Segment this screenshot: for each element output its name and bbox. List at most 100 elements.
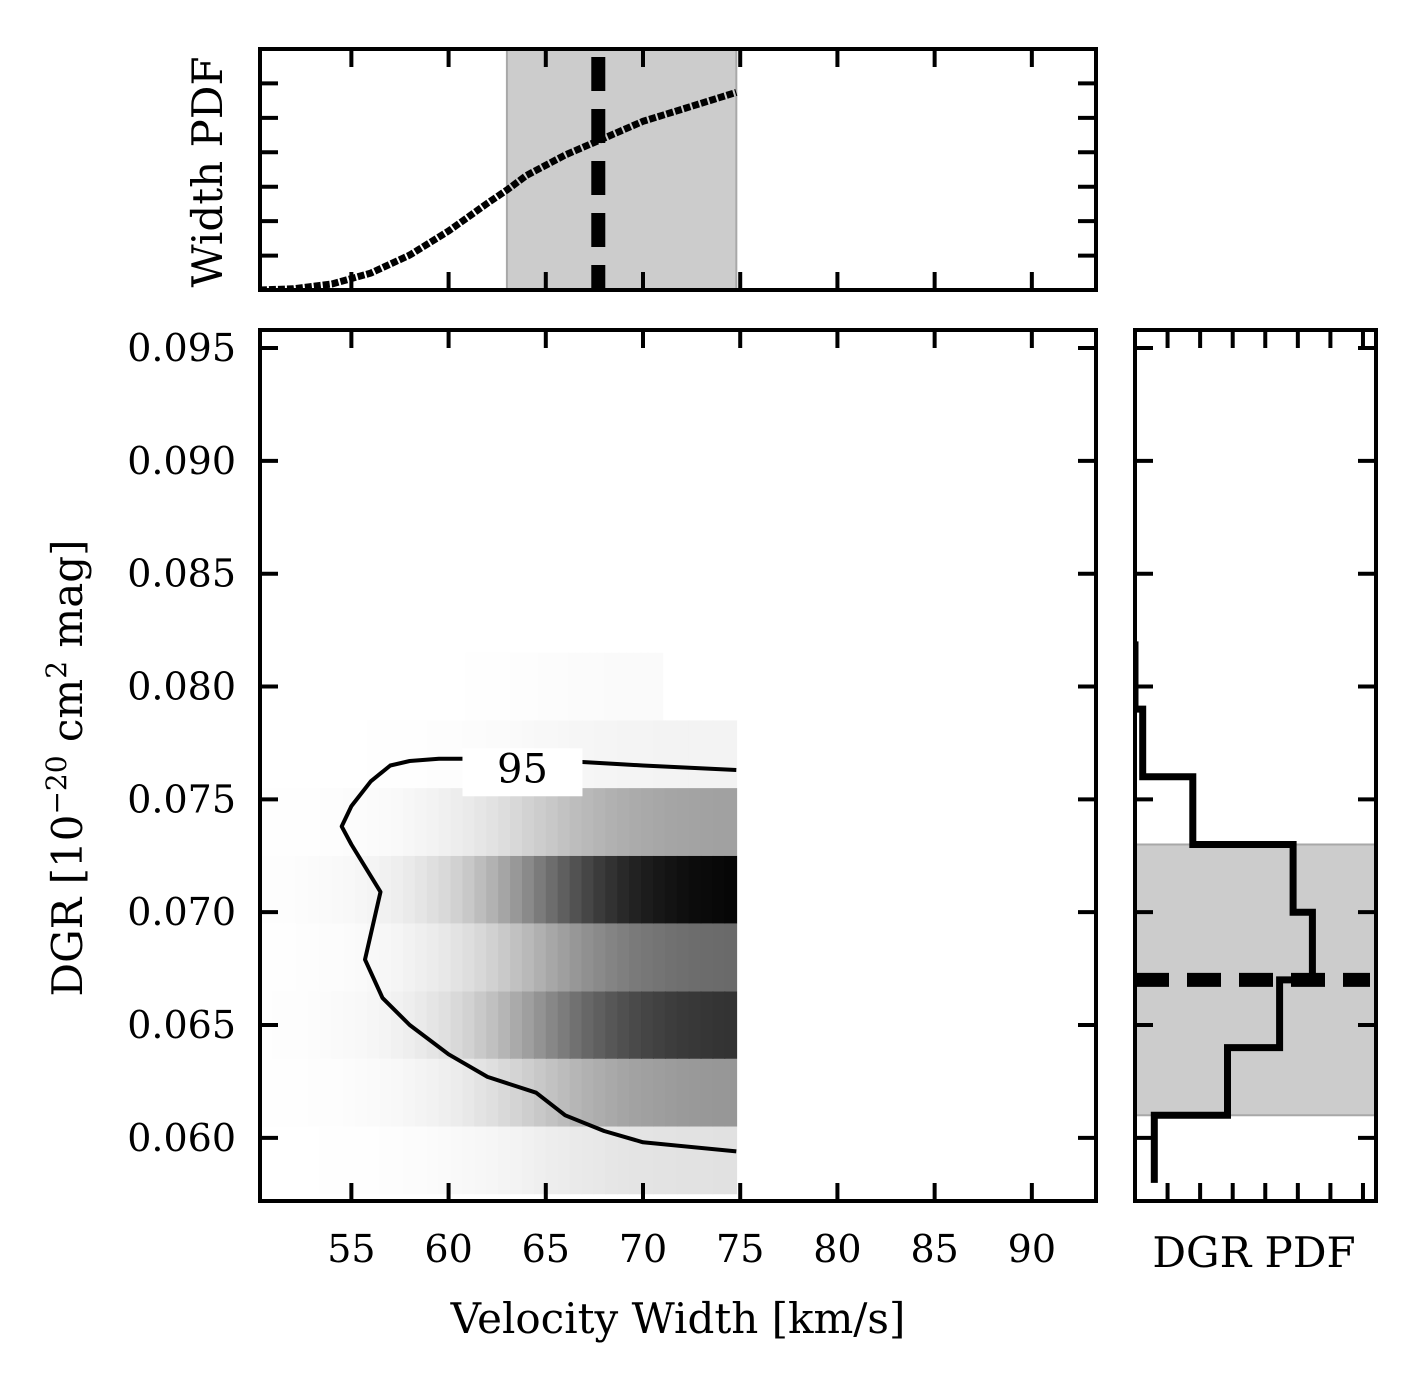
heatmap-cell: [533, 1058, 547, 1127]
heatmap-cell: [260, 720, 273, 789]
heatmap-cell: [402, 788, 416, 856]
heatmap-cell: [688, 855, 702, 924]
heatmap-cell: [582, 652, 591, 721]
heatmap-cell: [414, 788, 428, 856]
heatmap-cell: [641, 991, 654, 1059]
heatmap-cell: [557, 1126, 571, 1195]
heatmap-cell: [724, 1058, 738, 1127]
heatmap-cell: [664, 788, 678, 856]
heatmap-cell: [557, 855, 571, 924]
heatmap-cell: [498, 788, 511, 856]
heatmap-cell: [531, 652, 540, 721]
heatmap-cell: [474, 855, 488, 924]
main-xlabel: Velocity Width [km/s]: [450, 1294, 906, 1343]
heatmap-cell: [652, 1058, 666, 1127]
heatmap-cell: [429, 652, 438, 721]
heatmap-cell: [331, 855, 345, 924]
heatmap-cell: [545, 923, 559, 992]
heatmap-cell: [688, 923, 702, 992]
heatmap-cell: [307, 923, 321, 992]
heatmap-cell: [655, 652, 664, 721]
heatmap-cell: [379, 991, 392, 1059]
heatmap-cell: [510, 1058, 523, 1127]
heatmap-cell: [498, 855, 511, 924]
heatmap-cell: [593, 923, 607, 992]
heatmap-cell: [712, 991, 726, 1059]
heatmap-cell: [545, 1058, 559, 1127]
heatmap-cell: [271, 991, 285, 1059]
heatmap-cell: [421, 652, 430, 721]
heatmap-cell: [664, 1058, 678, 1127]
heatmap-cell: [402, 1058, 416, 1127]
heatmap-cell: [569, 1058, 583, 1127]
heatmap-cell: [379, 720, 392, 789]
heatmap-cell: [331, 923, 345, 992]
heatmap-cell: [569, 1126, 583, 1195]
x-tick-label: 70: [619, 1227, 667, 1271]
heatmap-cell: [390, 788, 404, 856]
heatmap-cell: [521, 991, 535, 1059]
heatmap-cell: [438, 923, 452, 992]
heatmap-cell: [307, 1058, 321, 1127]
heatmap-cell: [574, 652, 584, 721]
heatmap-cell: [676, 720, 690, 789]
x-tick-label: 80: [813, 1227, 861, 1271]
heatmap-cell: [343, 855, 357, 924]
heatmap-cell: [319, 720, 333, 789]
heatmap-cell: [605, 720, 619, 789]
heatmap-cell: [625, 652, 635, 721]
heatmap-cell: [724, 788, 738, 856]
heatmap-cell: [652, 788, 666, 856]
heatmap-cell: [510, 855, 523, 924]
heatmap-cell: [545, 991, 559, 1059]
heatmap-cell: [426, 923, 440, 992]
heatmap-cell: [385, 652, 394, 721]
heatmap-cell: [426, 1126, 440, 1195]
heatmap-cell: [498, 923, 511, 992]
heatmap-cell: [629, 923, 642, 992]
y-tick-label: 0.080: [127, 665, 236, 709]
heatmap-cell: [367, 991, 380, 1059]
heatmap-cell: [641, 720, 654, 789]
heatmap-cell: [295, 855, 309, 924]
heatmap-cell: [664, 991, 678, 1059]
heatmap-cell: [664, 720, 678, 789]
heatmap-cell: [426, 1058, 440, 1127]
heatmap-cell: [605, 923, 619, 992]
heatmap-cell: [533, 788, 547, 856]
heatmap-cell: [414, 720, 428, 789]
heatmap-cell: [271, 1058, 285, 1127]
heatmap-cell: [664, 855, 678, 924]
heatmap-cell: [617, 855, 630, 924]
main-ticks: [260, 330, 1096, 1201]
heatmap-cell: [370, 652, 379, 721]
heatmap-cell: [438, 855, 452, 924]
heatmap-cell: [436, 652, 445, 721]
heatmap-cell: [589, 652, 598, 721]
heatmap-cell: [450, 1058, 464, 1127]
heatmap-cell: [593, 788, 607, 856]
heatmap-cell: [319, 1058, 333, 1127]
heatmap-cell: [502, 652, 511, 721]
heatmap-cell: [593, 720, 607, 789]
heatmap-cell: [700, 1058, 714, 1127]
heatmap-cell: [487, 652, 496, 721]
heatmap-cell: [581, 855, 595, 924]
heatmap-cell: [474, 1126, 488, 1195]
heatmap-cell: [510, 991, 523, 1059]
heatmap-cell: [494, 652, 503, 721]
heatmap-cell: [516, 652, 525, 721]
heatmap-cell: [260, 1058, 273, 1127]
heatmap-cell: [596, 652, 605, 721]
heatmap-cell: [664, 1126, 678, 1195]
heatmap-cell: [307, 855, 321, 924]
y-tick-label: 0.075: [127, 777, 236, 821]
heatmap-cell: [283, 788, 297, 856]
heatmap-cell: [307, 1126, 321, 1195]
heatmap-cell: [355, 1058, 368, 1127]
y-tick-label: 0.095: [127, 326, 236, 370]
heatmap-cell: [641, 788, 654, 856]
heatmap-cell: [498, 1126, 511, 1195]
heatmap-cell: [414, 1058, 428, 1127]
